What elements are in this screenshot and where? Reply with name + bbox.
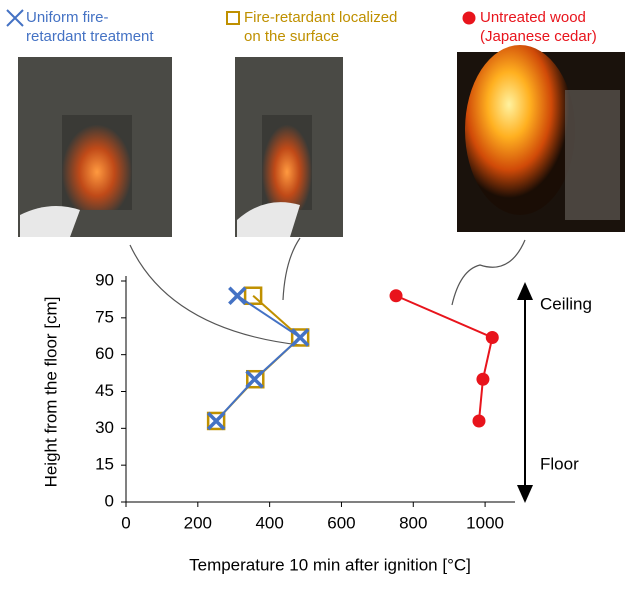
marker: [290, 328, 310, 347]
legend-marker: [6, 9, 24, 27]
series-line: [215, 294, 302, 422]
series-line: [395, 294, 494, 422]
photos: [18, 45, 625, 237]
legend-label: Uniform fire- retardant treatment: [26, 9, 154, 45]
photo-fire: [62, 115, 132, 210]
arrow-head: [517, 485, 533, 503]
x-tick-label: 600: [327, 513, 355, 532]
photo-frame: [565, 90, 620, 220]
y-tick-label: 90: [95, 270, 114, 289]
marker: [206, 411, 226, 431]
marker: [245, 369, 264, 389]
marker: [228, 286, 247, 305]
marker: [243, 286, 263, 305]
legend-marker: [226, 11, 240, 25]
marker: [206, 411, 226, 431]
marker: [472, 414, 486, 428]
legend-label: Untreated wood (Japanese cedar): [480, 9, 597, 45]
connector: [451, 239, 526, 306]
x-tick-label: 800: [399, 513, 427, 532]
y-axis-title: Height from the floor [cm]: [41, 297, 60, 488]
y-tick-label: 75: [95, 307, 114, 326]
marker: [246, 369, 265, 389]
arrow-head: [517, 282, 533, 300]
legend-marker: [462, 11, 476, 25]
annotation: Floor: [540, 454, 579, 473]
y-tick-label: 0: [105, 491, 114, 510]
y-tick-label: 15: [95, 455, 114, 474]
y-tick-label: 45: [95, 381, 114, 400]
x-tick-label: 200: [184, 513, 212, 532]
series-line: [215, 294, 302, 422]
annotation: Ceiling: [540, 294, 592, 313]
connectors: [129, 237, 526, 346]
photo-fire: [465, 45, 575, 215]
marker: [476, 372, 490, 386]
photo-fire: [262, 115, 312, 210]
marker: [485, 330, 499, 344]
x-tick-label: 400: [255, 513, 283, 532]
connector: [282, 237, 301, 301]
x-tick-label: 0: [121, 513, 130, 532]
legend-label: Fire-retardant localized on the surface: [244, 9, 398, 45]
arrows: [517, 282, 533, 503]
marker: [389, 289, 403, 303]
connector: [129, 244, 301, 346]
y-tick-label: 60: [95, 344, 114, 363]
x-tick-label: 1000: [466, 513, 504, 532]
y-tick-label: 30: [95, 418, 114, 437]
photo-cloth: [237, 202, 300, 237]
x-axis-title: Temperature 10 min after ignition [°C]: [189, 555, 471, 574]
photo-cloth: [20, 206, 80, 237]
marker: [290, 328, 310, 347]
